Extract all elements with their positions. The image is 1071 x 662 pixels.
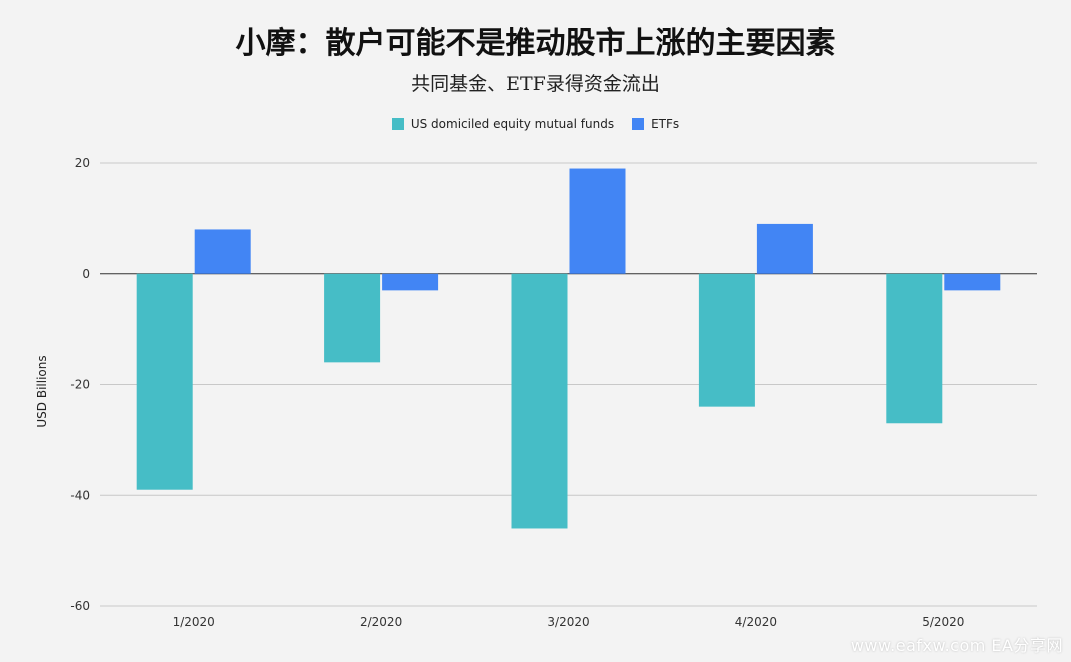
bar-mutual-funds	[136, 273, 193, 490]
bar-mutual-funds	[324, 273, 381, 363]
bar-mutual-funds	[511, 273, 568, 529]
x-tick-label: 5/2020	[922, 615, 964, 629]
bar-mutual-funds	[886, 273, 943, 424]
legend-swatch-etfs	[632, 118, 645, 130]
y-tick-label: -60	[70, 599, 90, 613]
bar-etfs	[944, 273, 1001, 291]
bar-etfs	[382, 273, 439, 291]
watermark: www.eafxw.com EA分享网	[850, 636, 1063, 655]
legend-label-mutual-funds: US domiciled equity mutual funds	[410, 117, 615, 131]
chart-subtitle: 共同基金、ETF录得资金流出	[411, 73, 660, 95]
y-tick-label: -40	[70, 488, 90, 502]
y-tick-label: -20	[70, 378, 90, 392]
y-tick-label: 0	[82, 267, 90, 281]
bar-mutual-funds	[698, 273, 755, 407]
x-tick-label: 4/2020	[735, 615, 777, 629]
bar-etfs	[756, 223, 813, 274]
y-axis-label: USD Billions	[35, 355, 49, 427]
chart-legend: US domiciled equity mutual funds ETFs	[0, 117, 1071, 131]
legend-item-etfs: ETFs	[632, 117, 679, 131]
legend-swatch-mutual-funds	[391, 118, 404, 130]
x-tick-label: 2/2020	[360, 615, 402, 629]
x-tick-label: 3/2020	[547, 615, 589, 629]
bar-etfs	[569, 168, 626, 274]
bar-etfs	[194, 229, 251, 274]
legend-item-mutual-funds: US domiciled equity mutual funds	[391, 117, 615, 131]
legend-label-etfs: ETFs	[651, 117, 680, 131]
x-tick-label: 1/2020	[173, 615, 215, 629]
chart-title: 小摩：散户可能不是推动股市上涨的主要因素	[235, 26, 836, 61]
y-tick-label: 20	[75, 156, 90, 170]
